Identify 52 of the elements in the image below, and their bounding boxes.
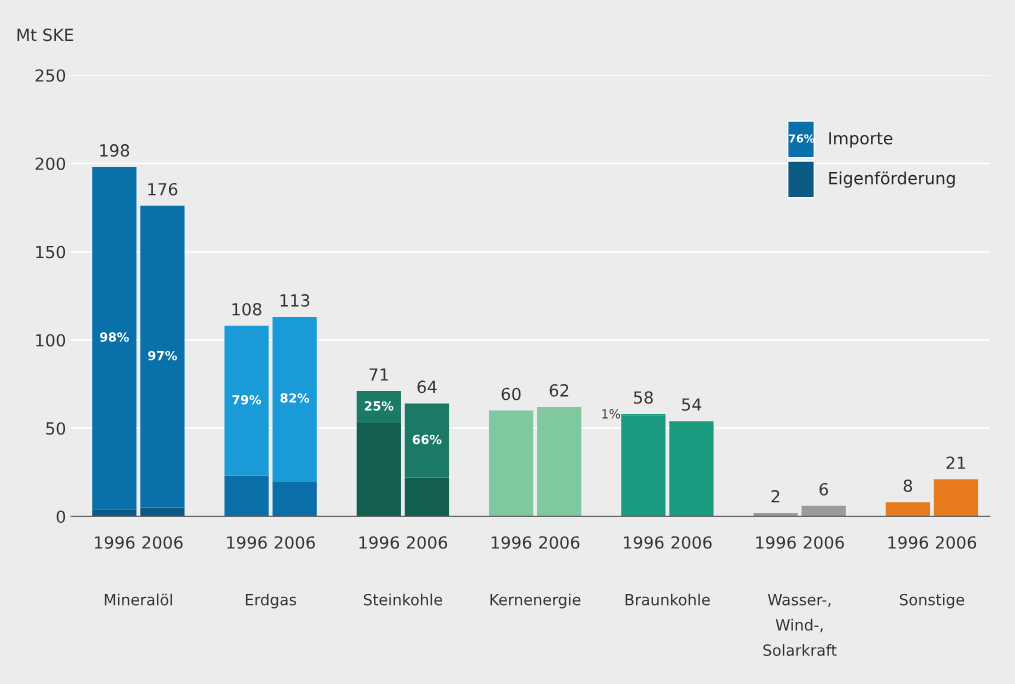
x-tick-label: 1996 bbox=[227, 536, 267, 549]
total-label: 58 bbox=[634, 391, 653, 404]
y-axis-title: Mt SKE bbox=[17, 28, 74, 42]
text: Kernenergie bbox=[490, 593, 581, 609]
x-tick-label: 2006 bbox=[539, 536, 580, 549]
annotation: 25% bbox=[364, 401, 394, 411]
x-tick-label: 1996 bbox=[888, 536, 929, 549]
x-tick-label: 1996 bbox=[756, 536, 796, 549]
y-tick-label: 250 bbox=[35, 69, 66, 82]
annotation: 76% bbox=[789, 134, 815, 143]
total-label: 21 bbox=[946, 456, 966, 469]
text: Mineralöl bbox=[104, 593, 172, 606]
y-tick-label: 0 bbox=[56, 510, 66, 523]
annotation: 97% bbox=[148, 350, 177, 361]
total-label: 60 bbox=[501, 387, 521, 401]
annotation: 66% bbox=[412, 434, 442, 445]
total-label: 64 bbox=[417, 380, 437, 394]
annotation: 98% bbox=[100, 332, 129, 342]
x-tick-label: 1996 bbox=[359, 536, 399, 549]
y-tick-label: 200 bbox=[35, 157, 66, 171]
total-label: 6 bbox=[819, 482, 828, 496]
x-tick-label: 2006 bbox=[671, 536, 712, 549]
text: Steinkohle bbox=[363, 593, 443, 606]
annotation: 82% bbox=[280, 393, 310, 403]
total-label: 8 bbox=[903, 479, 913, 493]
x-tick-label: 2006 bbox=[935, 536, 977, 549]
total-label: 113 bbox=[280, 294, 310, 307]
annotation: 79% bbox=[232, 395, 262, 405]
text: Braunkohle bbox=[625, 593, 710, 606]
y-tick-label: 150 bbox=[36, 245, 66, 259]
x-tick-label: 2006 bbox=[406, 536, 448, 549]
total-label: 62 bbox=[549, 384, 569, 397]
text: Erdgas bbox=[245, 593, 297, 609]
text: Sonstige bbox=[899, 593, 965, 609]
total-label: 176 bbox=[148, 182, 178, 196]
x-tick-label: 1996 bbox=[94, 536, 135, 549]
x-tick-label: 2006 bbox=[274, 536, 315, 549]
legend-label: Eigenförderung bbox=[829, 171, 955, 188]
total-label: 198 bbox=[100, 144, 130, 157]
x-tick-label: 1996 bbox=[491, 536, 532, 549]
total-label: 54 bbox=[682, 398, 702, 411]
total-label: 2 bbox=[771, 490, 780, 503]
text: Wasser-, Wind-, Solarkraft bbox=[763, 594, 837, 656]
x-tick-label: 2006 bbox=[142, 536, 183, 549]
y-tick-label: 50 bbox=[46, 422, 66, 435]
annotation: 1% bbox=[602, 409, 621, 419]
y-tick-label: 100 bbox=[36, 333, 66, 347]
legend-label: Importe bbox=[829, 132, 893, 148]
x-tick-label: 1996 bbox=[623, 536, 664, 549]
x-tick-label: 2006 bbox=[803, 536, 844, 549]
total-label: 108 bbox=[232, 302, 262, 316]
total-label: 71 bbox=[369, 368, 388, 381]
